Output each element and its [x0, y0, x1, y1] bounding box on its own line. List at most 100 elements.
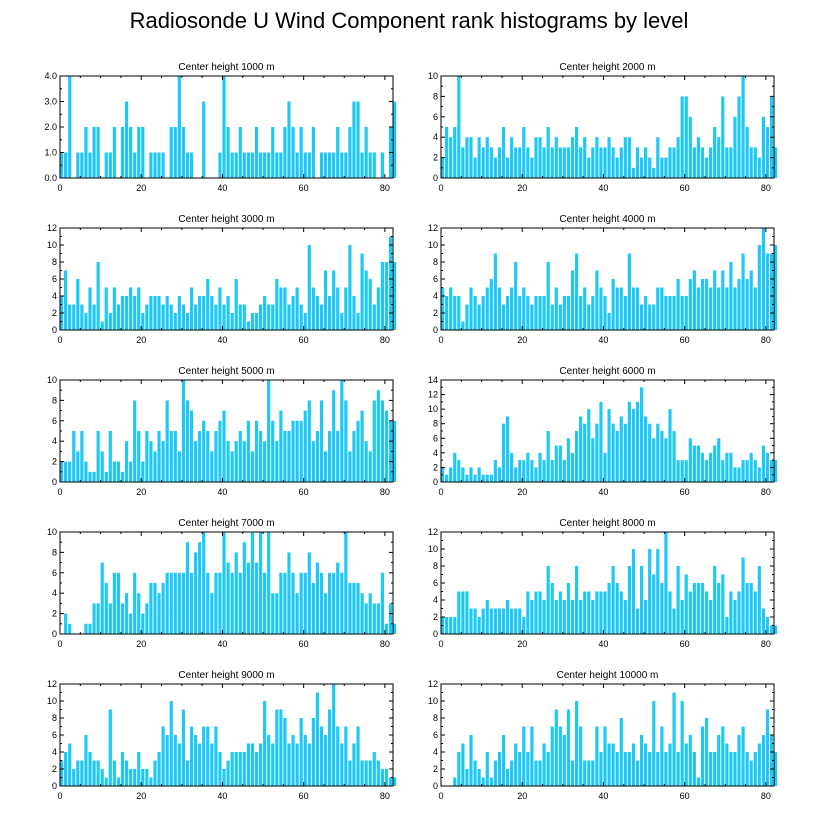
bar	[611, 147, 615, 178]
bar	[72, 304, 76, 330]
bar	[352, 101, 356, 178]
bar	[92, 127, 96, 178]
bar	[522, 127, 526, 178]
bar	[631, 409, 636, 482]
bar	[599, 591, 603, 634]
bar	[96, 760, 100, 786]
bar	[749, 760, 753, 786]
bar	[161, 441, 165, 482]
bar	[774, 147, 778, 178]
bar	[332, 270, 336, 330]
y-tick-label: 10	[428, 696, 438, 706]
bar	[80, 304, 84, 330]
bar	[570, 600, 575, 634]
bar	[664, 438, 668, 482]
bar	[141, 313, 145, 330]
bar	[725, 452, 729, 482]
bar	[453, 296, 457, 330]
y-tick-label: 4	[52, 588, 57, 598]
bar	[214, 304, 218, 330]
x-tick-label: 0	[57, 639, 62, 649]
bar	[769, 625, 774, 634]
bar	[238, 304, 242, 330]
bar	[246, 152, 250, 178]
bar	[501, 127, 506, 178]
bar	[680, 701, 684, 786]
bar	[664, 157, 668, 178]
bar	[283, 718, 287, 786]
bar	[510, 287, 514, 330]
bar	[457, 460, 461, 482]
bar	[356, 583, 360, 634]
bar	[757, 743, 761, 786]
x-tick-label: 0	[438, 183, 443, 193]
bar	[753, 147, 757, 178]
bar	[279, 709, 283, 786]
bar	[218, 287, 222, 330]
bar	[275, 152, 279, 178]
bar	[644, 416, 648, 482]
bar	[510, 137, 514, 178]
bar	[210, 296, 214, 330]
bar	[579, 296, 583, 330]
bar	[489, 474, 493, 482]
bar	[336, 127, 340, 178]
x-tick-label: 60	[680, 487, 690, 497]
bar	[591, 147, 595, 178]
bar	[546, 566, 550, 634]
bar	[157, 152, 161, 178]
bar	[238, 127, 242, 178]
bar	[169, 701, 173, 786]
bar	[267, 735, 271, 786]
x-tick-label: 0	[57, 183, 62, 193]
bar	[92, 304, 96, 330]
bar	[315, 692, 319, 786]
bar	[615, 583, 619, 634]
bar	[696, 287, 700, 330]
bar	[522, 726, 526, 786]
bar	[709, 752, 713, 786]
bar	[477, 769, 481, 786]
bar	[116, 572, 121, 634]
bar	[530, 157, 534, 178]
bar	[287, 743, 291, 786]
y-tick-label: 8	[433, 419, 438, 429]
bar	[263, 441, 267, 482]
x-tick-label: 60	[299, 487, 309, 497]
bar	[688, 438, 692, 482]
bar	[469, 137, 473, 178]
bar	[461, 321, 465, 330]
y-tick-label: 10	[428, 404, 438, 414]
x-tick-label: 80	[380, 183, 390, 193]
bar	[202, 420, 206, 482]
bar	[246, 321, 250, 330]
y-tick-label: 6	[433, 433, 438, 443]
bar	[562, 460, 566, 482]
bar	[676, 137, 680, 178]
bar	[562, 147, 566, 178]
bar	[753, 287, 757, 330]
bar	[279, 287, 283, 330]
bar	[149, 777, 153, 786]
bar	[68, 461, 72, 482]
bar	[562, 600, 566, 634]
bar	[137, 127, 141, 178]
bar	[88, 152, 92, 178]
bar	[84, 313, 88, 330]
x-tick-label: 20	[517, 335, 527, 345]
bar	[619, 591, 623, 634]
bar	[737, 279, 741, 330]
y-tick-label: 10	[47, 375, 57, 385]
bar	[627, 752, 631, 786]
y-tick-label: 12	[428, 527, 438, 537]
bar	[518, 296, 522, 330]
bar	[623, 296, 627, 330]
bar	[652, 574, 656, 634]
bar	[721, 726, 725, 786]
bar	[761, 735, 765, 786]
bar	[465, 137, 469, 178]
bar	[80, 152, 84, 178]
bar	[112, 572, 116, 634]
panel-title: Center height 3000 m	[178, 214, 274, 225]
bar	[238, 752, 242, 786]
